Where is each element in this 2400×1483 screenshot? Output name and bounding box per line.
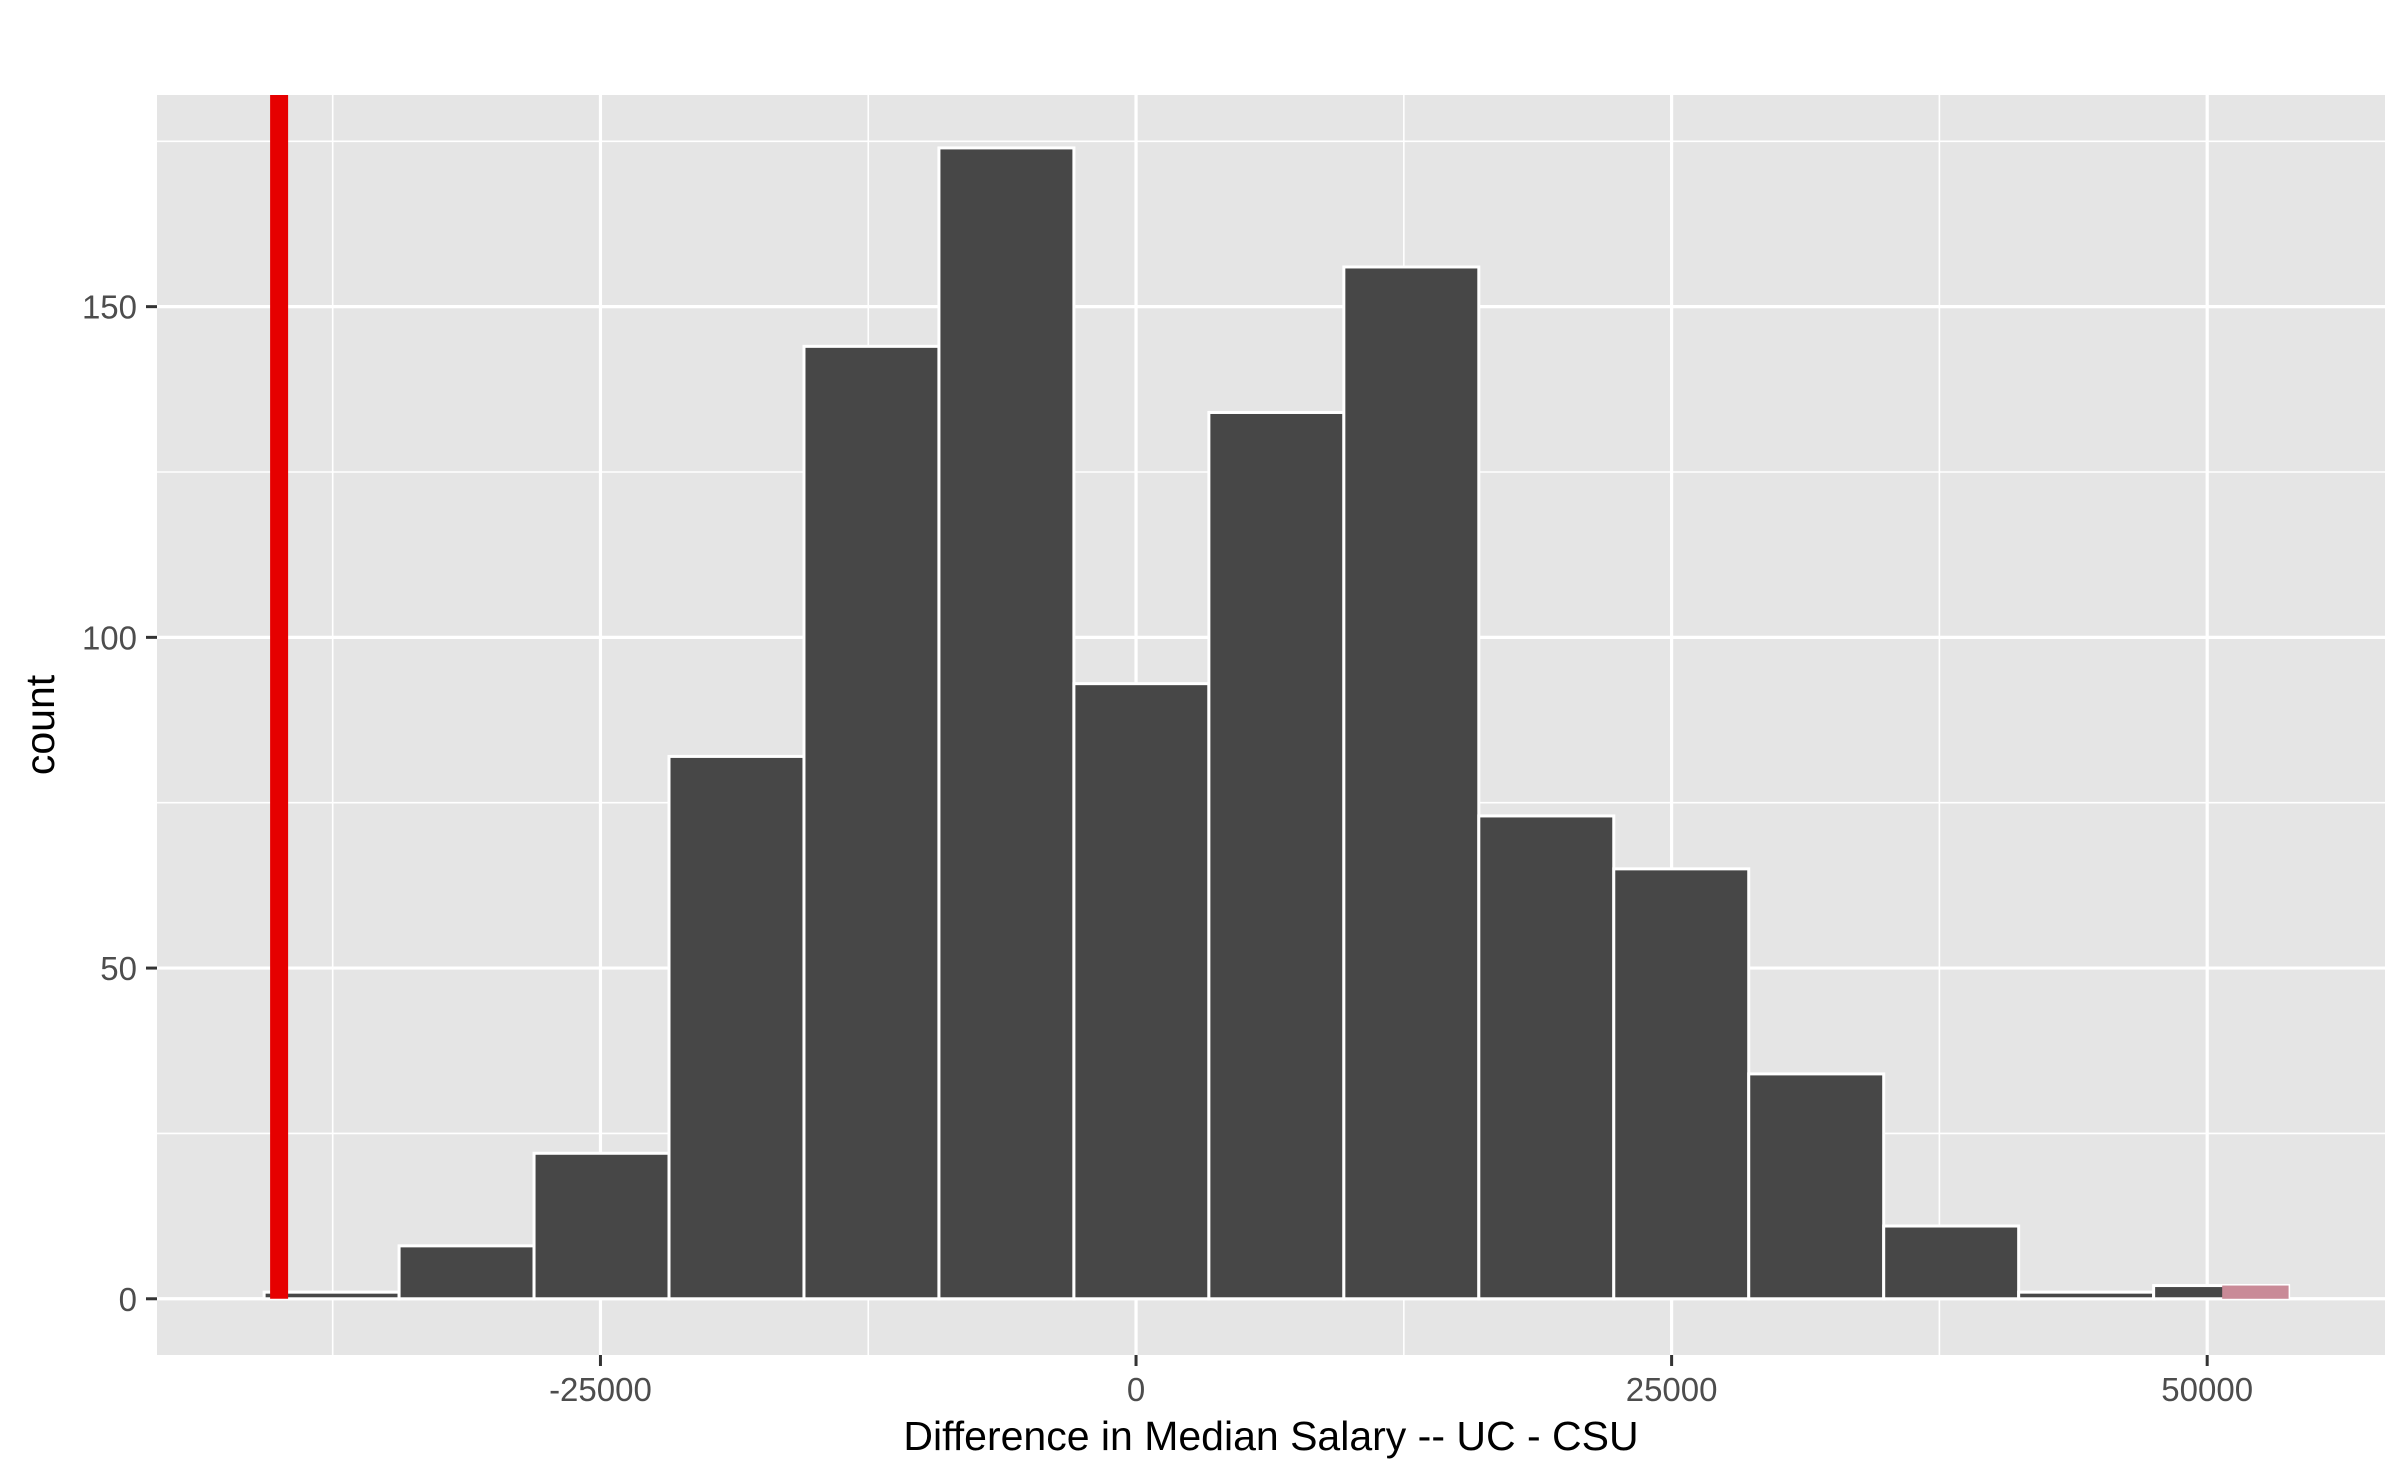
- histogram-bar: [532, 1151, 671, 1301]
- shaded-region: [2222, 1285, 2289, 1299]
- y-tick-label: 150: [82, 289, 137, 326]
- y-axis-title: count: [17, 674, 63, 775]
- histogram-bar: [937, 146, 1076, 1301]
- histogram-bar: [802, 344, 941, 1301]
- histogram-bar: [1882, 1224, 2021, 1301]
- histogram-bar: [1072, 682, 1211, 1301]
- x-axis: -25000 0 25000 50000: [549, 1355, 2253, 1408]
- y-tick-label: 100: [82, 619, 137, 656]
- y-tick-label: 50: [100, 950, 137, 987]
- y-axis: 0 50 100 150: [82, 289, 157, 1318]
- histogram-bar: [2017, 1290, 2156, 1301]
- shaded-tail-region: [2222, 1285, 2289, 1299]
- histogram-bar: [1612, 867, 1751, 1301]
- histogram-bar: [1207, 410, 1346, 1301]
- x-tick-label: 25000: [1626, 1371, 1718, 1408]
- x-tick-label: 0: [1127, 1371, 1145, 1408]
- histogram-bar: [1747, 1072, 1886, 1301]
- histogram-bar: [397, 1244, 536, 1301]
- histogram-bar: [1342, 265, 1481, 1301]
- histogram-bar: [1477, 814, 1616, 1301]
- x-axis-title: Difference in Median Salary -- UC - CSU: [903, 1413, 1638, 1459]
- x-tick-label: 50000: [2161, 1371, 2253, 1408]
- x-tick-label: -25000: [549, 1371, 652, 1408]
- histogram-bars: [262, 146, 2291, 1301]
- y-tick-label: 0: [119, 1281, 137, 1318]
- histogram-bar: [667, 754, 806, 1301]
